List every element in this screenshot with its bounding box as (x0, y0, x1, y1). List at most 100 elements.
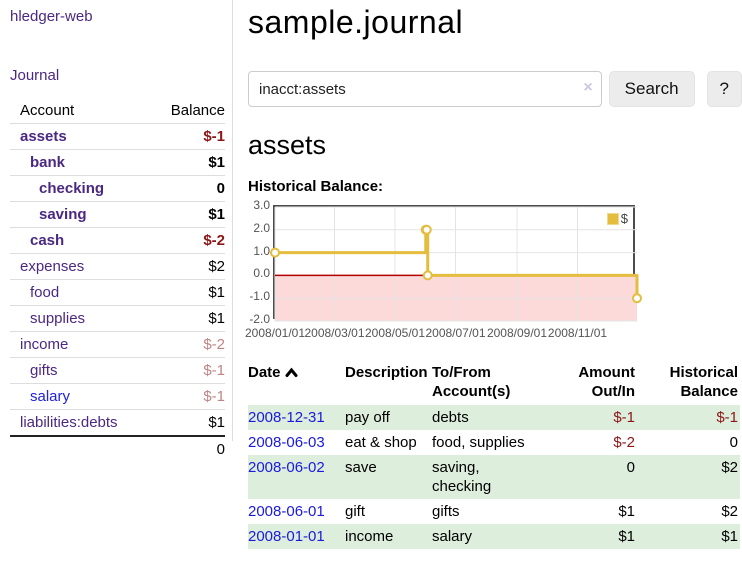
account-row: expenses $2 (10, 253, 225, 280)
chart-point-marker (270, 247, 280, 258)
chart-x-tick-label: 2008/11/01 (547, 326, 608, 340)
account-link-checking[interactable]: checking (39, 180, 105, 197)
register-row: 2008-06-02 save saving, checking 0 $2 (248, 455, 740, 499)
transaction-amount: $-1 (544, 405, 637, 430)
account-row: liabilities:debts $1 (10, 409, 225, 436)
account-heading: assets (248, 130, 327, 160)
search-button[interactable]: Search (608, 71, 695, 107)
register-header-row: Date Description To/From Account(s) Amou… (248, 361, 740, 405)
account-link-cash[interactable]: cash (30, 232, 65, 249)
transaction-description: pay off (345, 405, 432, 430)
transaction-description: gift (345, 503, 366, 520)
account-balance: $2 (152, 253, 225, 280)
transaction-date-link[interactable]: 2008-12-31 (248, 409, 325, 426)
help-button[interactable]: ? (706, 71, 742, 107)
transaction-date-link[interactable]: 2008-06-02 (248, 459, 325, 476)
page-title: sample.journal (248, 4, 464, 40)
account-link-income[interactable]: income (20, 336, 69, 353)
accounts-total-row: 0 (10, 435, 225, 462)
chart-point-marker (422, 270, 433, 281)
chart-y-tick-label: 0.0 (253, 266, 270, 281)
transaction-balance: $2 (637, 455, 740, 499)
account-row: food $1 (10, 279, 225, 306)
app-title-link[interactable]: hledger-web (10, 8, 93, 25)
account-row: checking 0 (10, 175, 225, 202)
account-row: bank $1 (10, 149, 225, 176)
column-header-description: Description (345, 364, 428, 381)
transaction-accounts: food, supplies (432, 434, 525, 451)
transaction-accounts: debts (432, 405, 544, 430)
account-row: income $-2 (10, 331, 225, 358)
sort-ascending-icon (285, 367, 298, 377)
transaction-description: save (345, 455, 432, 499)
chart-title: Historical Balance: (248, 178, 384, 195)
chart-x-tick-label: 2008/09/01 (486, 326, 548, 340)
chart-x-tick-label: 2008/07/01 (425, 326, 486, 340)
transaction-date-link[interactable]: 2008-06-03 (248, 434, 325, 451)
account-balance: $-2 (152, 227, 225, 254)
column-header-account: Account (20, 102, 75, 119)
chart-y-tick-label: 3.0 (253, 198, 270, 212)
transaction-amount: $-2 (613, 434, 635, 451)
amount-header-line2: Out/In (591, 383, 635, 400)
account-balance: $-1 (152, 383, 225, 410)
account-row: cash $-2 (10, 227, 225, 254)
transaction-amount: $1 (618, 503, 635, 520)
accounts-header-line1: To/From (432, 364, 491, 381)
sidebar-item-journal[interactable]: Journal (10, 67, 60, 84)
account-link-gifts[interactable]: gifts (30, 362, 58, 379)
search-box: × (248, 71, 602, 107)
register-table: Date Description To/From Account(s) Amou… (248, 361, 740, 549)
account-link-liabilities-debts[interactable]: liabilities:debts (20, 414, 118, 431)
search-form: × Search ? (248, 71, 742, 107)
transaction-accounts: salary (432, 524, 544, 549)
account-row: saving $1 (10, 201, 225, 228)
chart-y-tick-label: 1.0 (253, 243, 270, 258)
column-header-date[interactable]: Date (248, 361, 345, 405)
transaction-description: eat & shop (345, 434, 417, 451)
account-balance: $1 (152, 279, 225, 306)
chart-x-tick-label: 2008/05/01 (364, 326, 426, 340)
column-header-accounts: To/From Account(s) (432, 361, 544, 405)
accounts-header-line2: Account(s) (432, 383, 511, 400)
account-link-food[interactable]: food (30, 284, 60, 301)
accounts-total-value: 0 (152, 435, 225, 462)
account-link-supplies[interactable]: supplies (30, 310, 86, 327)
chart-legend: $ (604, 210, 630, 227)
account-balance: $1 (152, 149, 225, 176)
transaction-balance: $1 (637, 524, 740, 549)
register-row: 2008-01-01 income salary $1 $1 (248, 524, 740, 549)
legend-label: $ (620, 211, 628, 226)
clear-search-icon[interactable]: × (583, 79, 593, 96)
balance-header-line1: Historical (669, 364, 738, 381)
accounts-table: Account Balance assets $-1 bank $1 check… (10, 98, 225, 462)
register-row: 2008-12-31 pay off debts $-1 $-1 (248, 405, 740, 430)
transaction-date-link[interactable]: 2008-06-01 (248, 503, 325, 520)
chart-y-axis: 3.0 2.0 1.0 0.0 -1.0 -2.0 (238, 198, 270, 326)
account-link-salary[interactable]: salary (30, 388, 71, 405)
account-link-saving[interactable]: saving (39, 206, 87, 223)
account-link-assets[interactable]: assets (20, 128, 67, 145)
chart-point-marker (632, 293, 642, 304)
transaction-balance: $-1 (637, 405, 740, 430)
chart-plot-area: $ (270, 205, 642, 322)
accounts-table-header: Account Balance (10, 98, 225, 124)
transaction-date-link[interactable]: 2008-01-01 (248, 528, 325, 545)
account-balance: $-2 (152, 331, 225, 358)
chart-point-marker (421, 224, 432, 235)
account-row: gifts $-1 (10, 357, 225, 384)
transaction-accounts: gifts (432, 503, 460, 520)
legend-swatch (606, 212, 619, 225)
search-input[interactable] (248, 71, 602, 107)
transaction-amount: 0 (544, 455, 637, 499)
column-header-balance: Balance (170, 102, 225, 119)
account-balance: $-1 (152, 357, 225, 384)
sidebar: hledger-web Journal Account Balance asse… (0, 0, 233, 462)
account-balance: $1 (152, 305, 225, 332)
account-link-expenses[interactable]: expenses (20, 258, 85, 275)
chart-y-tick-label: -2.0 (249, 312, 270, 326)
account-link-bank[interactable]: bank (30, 154, 66, 171)
accounts-total-spacer (10, 435, 153, 462)
account-balance: 0 (152, 175, 225, 202)
chart-y-tick-label: -1.0 (249, 289, 270, 304)
